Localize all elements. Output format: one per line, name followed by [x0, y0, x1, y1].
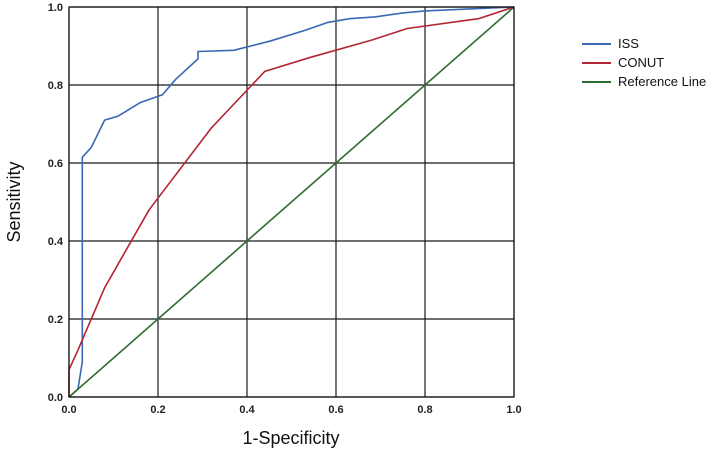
- series-line-reference-line: [68, 6, 515, 398]
- y-tick-label: 0.6: [48, 158, 63, 170]
- y-tick-label: 1.0: [48, 2, 63, 14]
- legend: ISS CONUT Reference Line: [582, 36, 706, 89]
- y-tick-label: 0.4: [48, 236, 64, 248]
- x-axis-title: 1-Specificity: [242, 428, 339, 448]
- x-tick-label: 0.2: [150, 404, 165, 416]
- x-tick-label: 1.0: [506, 404, 521, 416]
- y-tick-label: 0.8: [48, 80, 63, 92]
- y-tick-label: 0.2: [48, 314, 63, 326]
- y-tick-label: 0.0: [48, 392, 63, 404]
- legend-label-iss: ISS: [618, 36, 639, 51]
- x-tick-label: 0.8: [417, 404, 432, 416]
- legend-label-reference-line: Reference Line: [618, 74, 706, 89]
- legend-label-conut: CONUT: [618, 55, 664, 70]
- x-tick-label: 0.6: [328, 404, 343, 416]
- y-tick-labels: 0.0 0.2 0.4 0.6 0.8 1.0: [48, 2, 64, 404]
- y-axis-title: Sensitivity: [4, 161, 24, 242]
- plot-frame: [68, 6, 515, 398]
- x-tick-label: 0.0: [61, 404, 76, 416]
- series-line-iss: [68, 6, 515, 398]
- series-lines: [68, 6, 515, 398]
- x-tick-label: 0.4: [239, 404, 255, 416]
- x-tick-labels: 0.0 0.2 0.4 0.6 0.8 1.0: [61, 404, 521, 416]
- series-line-conut: [68, 6, 515, 397]
